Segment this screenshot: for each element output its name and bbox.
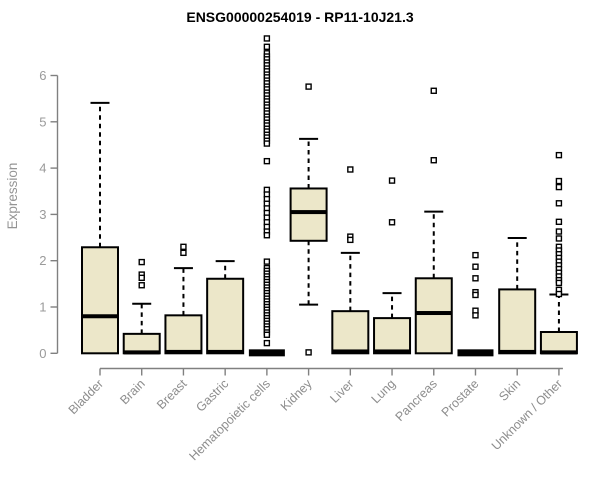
box-body [373, 317, 412, 355]
box-body [331, 310, 370, 355]
outlier-point [138, 274, 145, 282]
box-body [206, 277, 245, 355]
x-tick-label: Hematopoietic cells [186, 377, 273, 464]
median-line [374, 349, 411, 354]
x-tick-label: Prostate [439, 377, 482, 420]
x-tick-label: Unknown / Other [489, 377, 565, 453]
box-body [414, 277, 453, 355]
outlier-point [347, 236, 354, 244]
outlier-point [555, 290, 563, 298]
x-tick-label: Skin [496, 377, 523, 404]
outlier-point [263, 35, 271, 42]
outlier-point [180, 249, 187, 257]
x-tick-label: Bladder [66, 377, 106, 417]
outlier-point [555, 235, 563, 242]
outlier-point [430, 157, 437, 164]
outlier-point [555, 177, 563, 185]
y-axis-title: Expression [5, 163, 20, 230]
outlier-point [555, 151, 563, 159]
y-tick-label: 0 [39, 346, 46, 361]
outlier-point [263, 331, 271, 338]
y-tick-label: 6 [39, 68, 46, 83]
median-line [165, 349, 202, 354]
median-line [82, 314, 118, 319]
outlier-point [263, 232, 271, 239]
outlier-point [305, 349, 312, 356]
y-tick-label: 2 [39, 253, 46, 268]
outlier-point [263, 258, 271, 265]
median-line [123, 350, 160, 355]
x-tick-label: Brain [117, 377, 148, 408]
median-line [207, 349, 244, 354]
x-tick-label: Breast [154, 376, 190, 412]
outlier-point [430, 87, 437, 94]
outlier-point [263, 43, 271, 50]
outlier-point [347, 166, 354, 173]
x-tick-label: Lung [369, 377, 399, 407]
outlier-point [472, 251, 479, 259]
x-tick-label: Pancreas [393, 377, 440, 424]
outlier-point [138, 258, 145, 266]
flat-box [457, 349, 494, 357]
outlier-point [555, 279, 563, 287]
outlier-point [472, 275, 479, 282]
outlier-point [555, 228, 563, 235]
box-body [498, 288, 537, 355]
y-tick-label: 4 [39, 161, 46, 176]
outlier-point [263, 339, 271, 347]
outlier-point [555, 200, 563, 207]
chart-title: ENSG00000254019 - RP11-10J21.3 [186, 9, 413, 25]
outlier-point [263, 157, 271, 165]
outlier-point [138, 282, 145, 289]
median-line [540, 350, 577, 355]
median-line [415, 311, 452, 316]
outlier-point [388, 219, 396, 226]
boxplot-series [81, 35, 578, 357]
median-line [332, 349, 369, 354]
x-tick-label: Gastric [193, 377, 231, 415]
y-tick-label: 3 [39, 207, 46, 222]
box-body [289, 187, 328, 242]
box-body [539, 331, 578, 355]
box-body [164, 314, 203, 355]
outlier-point [555, 218, 563, 226]
flat-box [248, 349, 285, 357]
outlier-point [555, 183, 563, 191]
outlier-point [472, 312, 479, 319]
x-tick-label: Liver [327, 377, 356, 406]
outlier-point [472, 263, 479, 270]
y-tick-label: 1 [39, 300, 46, 315]
median-line [499, 349, 536, 354]
box-body [81, 246, 119, 355]
outlier-point [472, 291, 479, 299]
x-tick-label: Kidney [278, 376, 315, 413]
y-tick-label: 5 [39, 114, 46, 129]
outlier-point [180, 243, 187, 251]
outlier-point [305, 83, 312, 90]
median-line [290, 210, 327, 215]
outlier-point [263, 140, 271, 147]
outlier-point [388, 177, 396, 184]
